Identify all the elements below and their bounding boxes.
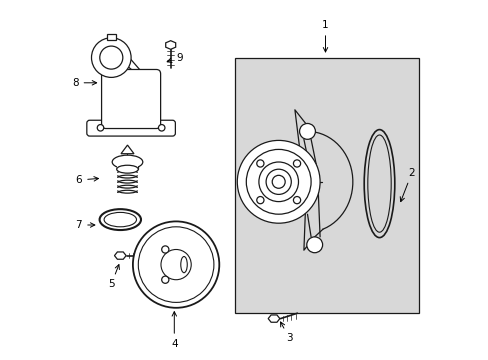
Text: 3: 3 bbox=[280, 322, 292, 343]
Circle shape bbox=[161, 249, 191, 280]
Circle shape bbox=[100, 46, 122, 69]
Text: 5: 5 bbox=[108, 265, 119, 289]
Polygon shape bbox=[121, 145, 134, 154]
Ellipse shape bbox=[104, 212, 136, 227]
Bar bbox=[235, 58, 418, 313]
Text: 4: 4 bbox=[171, 312, 177, 349]
Ellipse shape bbox=[112, 155, 142, 169]
Polygon shape bbox=[267, 315, 279, 322]
Text: 2: 2 bbox=[399, 168, 414, 202]
Circle shape bbox=[272, 175, 285, 188]
Circle shape bbox=[138, 227, 213, 302]
Circle shape bbox=[91, 38, 131, 77]
Circle shape bbox=[265, 169, 291, 194]
Circle shape bbox=[256, 197, 264, 204]
Circle shape bbox=[158, 125, 164, 131]
Bar bbox=[117, 161, 138, 169]
FancyBboxPatch shape bbox=[102, 69, 160, 129]
Ellipse shape bbox=[100, 209, 141, 230]
Bar bbox=[107, 34, 115, 40]
Circle shape bbox=[258, 162, 298, 202]
Ellipse shape bbox=[181, 256, 187, 273]
Polygon shape bbox=[165, 41, 175, 49]
Text: 9: 9 bbox=[167, 53, 183, 63]
Circle shape bbox=[299, 123, 315, 139]
FancyBboxPatch shape bbox=[87, 120, 175, 136]
Circle shape bbox=[162, 276, 168, 283]
Text: 8: 8 bbox=[72, 78, 97, 88]
Text: 6: 6 bbox=[76, 175, 98, 185]
Text: 7: 7 bbox=[76, 220, 95, 230]
Circle shape bbox=[97, 125, 103, 131]
Circle shape bbox=[237, 140, 320, 223]
Polygon shape bbox=[114, 252, 126, 259]
Circle shape bbox=[246, 149, 310, 214]
Circle shape bbox=[293, 197, 300, 204]
Circle shape bbox=[256, 160, 264, 167]
Circle shape bbox=[162, 246, 168, 253]
Circle shape bbox=[306, 237, 322, 253]
Ellipse shape bbox=[117, 165, 138, 173]
Text: 1: 1 bbox=[322, 20, 328, 52]
Circle shape bbox=[293, 160, 300, 167]
Circle shape bbox=[133, 221, 219, 308]
Ellipse shape bbox=[367, 135, 390, 232]
Ellipse shape bbox=[364, 130, 394, 238]
